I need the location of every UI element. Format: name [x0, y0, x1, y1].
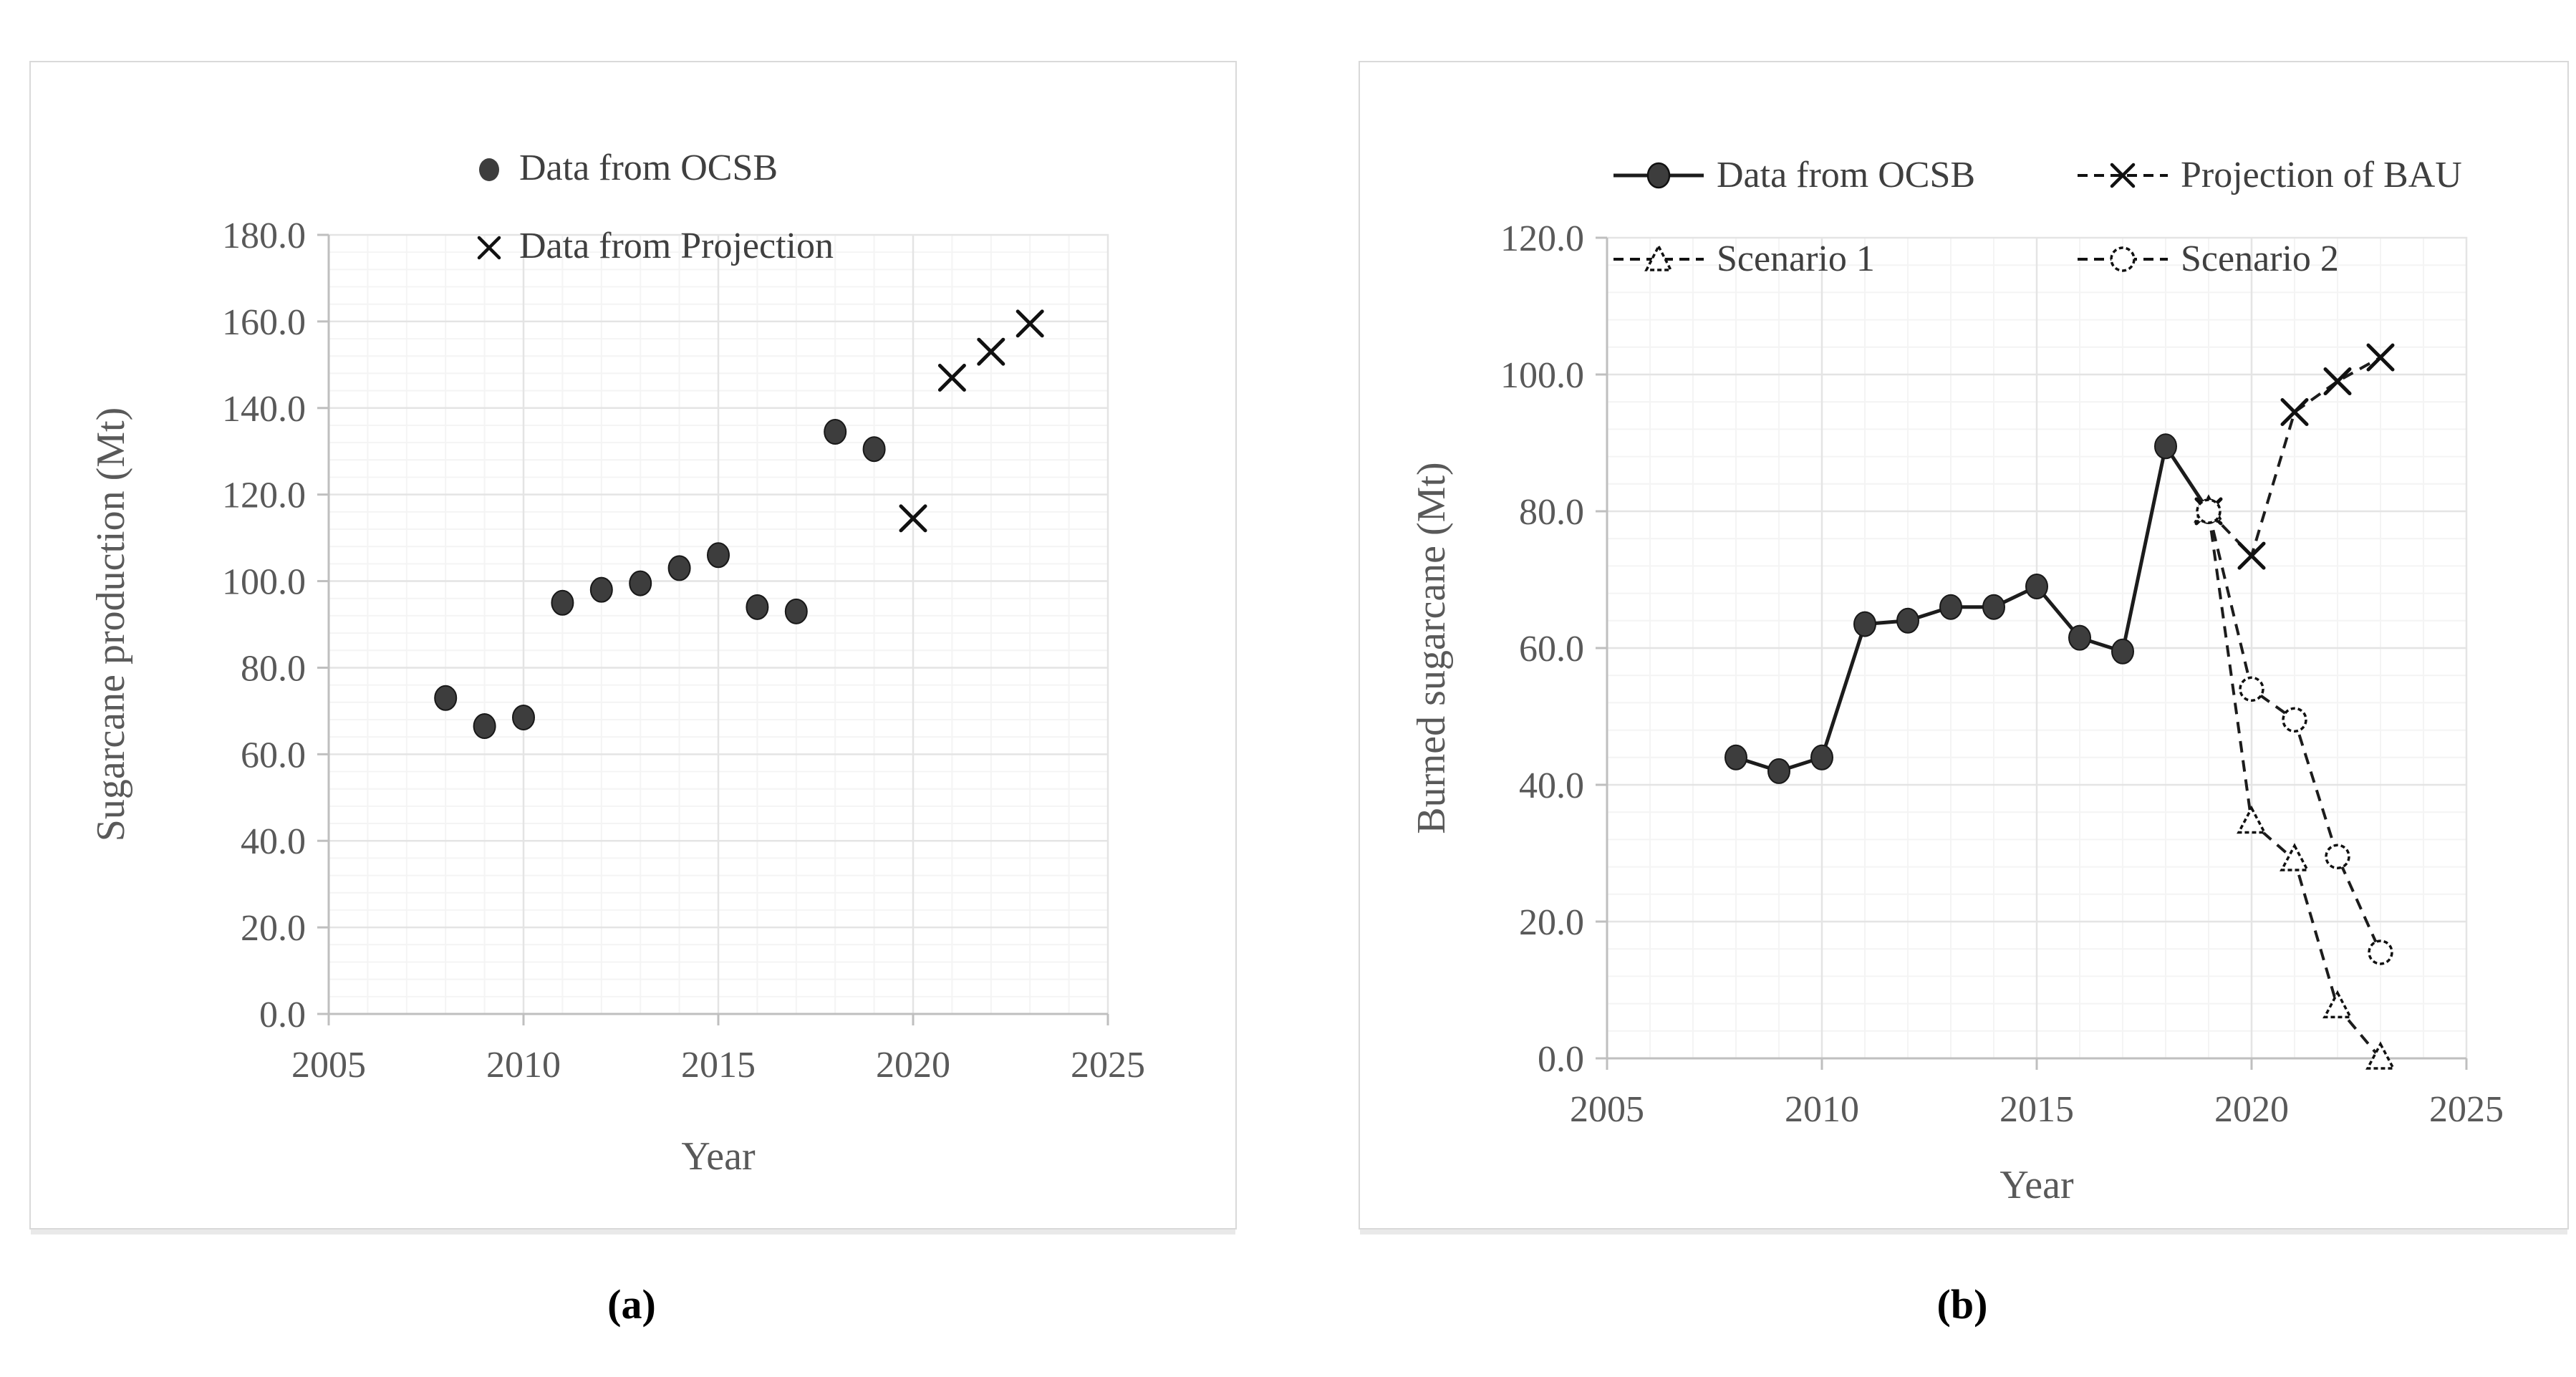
legend-item-scenario2: Scenario 2: [2076, 238, 2462, 280]
legend-label: Projection of BAU: [2181, 155, 2462, 195]
svg-text:20.0: 20.0: [241, 908, 306, 949]
svg-text:2025: 2025: [2429, 1089, 2504, 1130]
svg-text:120.0: 120.0: [222, 475, 306, 516]
svg-text:2015: 2015: [681, 1045, 756, 1086]
svg-text:2020: 2020: [2214, 1089, 2289, 1130]
chart-panel-b: 2005 2010 2015 2020 2025 0.0 20.0 40.0 60.0 80.0 1…: [1359, 61, 2569, 1229]
x-axis-title-a: Year: [681, 1134, 756, 1179]
svg-text:2010: 2010: [1785, 1089, 1859, 1130]
svg-text:100.0: 100.0: [1500, 355, 1584, 396]
svg-text:60.0: 60.0: [241, 735, 306, 776]
svg-text:80.0: 80.0: [1519, 492, 1584, 533]
x-marker-icon: [477, 236, 501, 259]
svg-text:0.0: 0.0: [1538, 1039, 1584, 1080]
svg-text:40.0: 40.0: [1519, 765, 1584, 806]
legend-item-projection: Data from Projection: [473, 225, 834, 267]
solid-line-dot-marker-icon: [1613, 162, 1704, 188]
caption-a: (a): [607, 1281, 656, 1328]
dashed-line-triangle-marker-icon: [1613, 243, 1704, 271]
plot-area: 2005 2010 2015 2020 2025 0.0 20.0 40.0 60.0 80.0 1…: [1500, 218, 2504, 1130]
legend-label: Scenario 2: [2181, 238, 2339, 279]
scatter-plot-a: 2005 2010 2015 2020 2025 0.0 20.0 40.0 60.0 80.0 1…: [222, 216, 1145, 1086]
series-dot-markers: [434, 419, 886, 740]
dashed-line-circle-marker-icon: [2078, 246, 2168, 272]
legend-label: Data from OCSB: [1717, 155, 1976, 195]
dashed-line-x-marker-icon: [2078, 163, 2168, 188]
svg-text:2010: 2010: [486, 1045, 561, 1086]
dot-marker-icon: [479, 158, 499, 181]
x-axis-title-b: Year: [1999, 1163, 2074, 1207]
svg-text:2020: 2020: [876, 1045, 950, 1086]
svg-text:2025: 2025: [1071, 1045, 1145, 1086]
line-plot-b: 2005 2010 2015 2020 2025 0.0 20.0 40.0 60.0 80.0 1…: [1500, 218, 2504, 1130]
caption-b: (b): [1936, 1281, 1988, 1328]
y-axis-title-a: Sugarcane production (Mt): [89, 407, 133, 842]
svg-text:2005: 2005: [1570, 1089, 1644, 1130]
svg-text:40.0: 40.0: [241, 821, 306, 862]
svg-text:2005: 2005: [291, 1045, 366, 1086]
legend-label: Scenario 1: [1717, 238, 1875, 279]
svg-text:20.0: 20.0: [1519, 902, 1584, 943]
series-x-markers: [899, 309, 1044, 533]
legend-item-scenario1: Scenario 1: [1612, 238, 2076, 280]
plot-area: 2005 2010 2015 2020 2025 0.0 20.0 40.0 60.0 80.0 1…: [222, 216, 1145, 1086]
legend-item-bau: Projection of BAU: [2076, 154, 2462, 196]
svg-text:80.0: 80.0: [241, 648, 306, 689]
series-circle-markers: [2196, 498, 2393, 965]
svg-text:60.0: 60.0: [1519, 629, 1584, 670]
svg-text:180.0: 180.0: [222, 216, 306, 256]
svg-text:100.0: 100.0: [222, 562, 306, 603]
svg-text:120.0: 120.0: [1500, 218, 1584, 259]
y-axis-title-b: Burned sugarcane (Mt): [1409, 462, 1454, 834]
svg-text:140.0: 140.0: [222, 389, 306, 430]
legend-item-ocsb: Data from OCSB: [473, 147, 834, 189]
legend-item-ocsb: Data from OCSB: [1612, 154, 2076, 196]
legend-b: Data from OCSB Projection of BAU Scenari…: [1612, 154, 2462, 280]
svg-text:2015: 2015: [1999, 1089, 2074, 1130]
chart-panel-a: 2005 2010 2015 2020 2025 0.0 20.0 40.0 60.0 80.0 1…: [29, 61, 1237, 1229]
legend-label: Data from Projection: [519, 226, 834, 266]
legend-a: Data from OCSB Data from Projection: [473, 147, 834, 267]
svg-text:160.0: 160.0: [222, 302, 306, 343]
legend-label: Data from OCSB: [519, 148, 778, 188]
svg-text:0.0: 0.0: [259, 995, 306, 1035]
